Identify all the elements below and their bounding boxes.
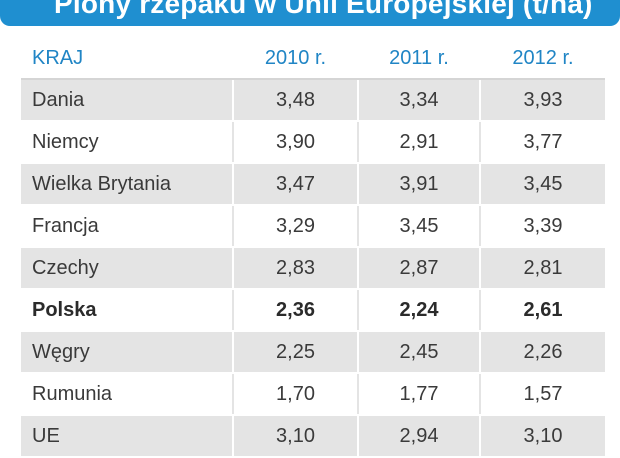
table-row-rumunia: Rumunia 1,70 1,77 1,57 bbox=[21, 373, 605, 416]
yield-cell-2011: 2,87 bbox=[358, 247, 481, 290]
table-row-czechy: Czechy 2,83 2,87 2,81 bbox=[21, 247, 605, 290]
yield-cell-2012: 2,61 bbox=[480, 289, 605, 332]
yield-cell-2012: 3,77 bbox=[480, 121, 605, 164]
yield-cell-2012: 3,93 bbox=[480, 79, 605, 122]
country-cell: Wielka Brytania bbox=[21, 163, 234, 206]
yield-cell-2010: 3,48 bbox=[233, 79, 359, 122]
table-row-ue: UE 3,10 2,94 3,10 bbox=[21, 415, 605, 458]
country-cell: Francja bbox=[21, 205, 234, 248]
yield-cell-2010: 3,90 bbox=[233, 121, 359, 164]
table-row-wegry: Węgry 2,25 2,45 2,26 bbox=[21, 331, 605, 374]
yield-cell-2011: 2,91 bbox=[358, 121, 481, 164]
yield-cell-2012: 1,57 bbox=[480, 373, 605, 416]
yield-cell-2010: 2,83 bbox=[233, 247, 359, 290]
yield-table: KRAJ 2010 r. 2011 r. 2012 r. Dania 3,48 3,… bbox=[21, 38, 605, 458]
yield-cell-2011: 1,77 bbox=[358, 373, 481, 416]
country-cell: Czechy bbox=[21, 247, 234, 290]
header-2012: 2012 r. bbox=[480, 38, 605, 80]
title-bar: Plony rzepaku w Unii Europejskiej (t/ha) bbox=[0, 0, 620, 26]
yield-cell-2011: 3,34 bbox=[358, 79, 481, 122]
yield-cell-2010: 3,10 bbox=[233, 415, 359, 458]
yield-cell-2012: 3,39 bbox=[480, 205, 605, 248]
header-2010: 2010 r. bbox=[233, 38, 359, 80]
yield-cell-2011: 3,45 bbox=[358, 205, 481, 248]
table-row-francja: Francja 3,29 3,45 3,39 bbox=[21, 205, 605, 248]
yield-cell-2010: 2,25 bbox=[233, 331, 359, 374]
yield-cell-2012: 3,10 bbox=[480, 415, 605, 458]
table-row-wielka-brytania: Wielka Brytania 3,47 3,91 3,45 bbox=[21, 163, 605, 206]
yield-cell-2010: 3,29 bbox=[233, 205, 359, 248]
yield-cell-2012: 2,81 bbox=[480, 247, 605, 290]
yield-cell-2012: 2,26 bbox=[480, 331, 605, 374]
yield-cell-2012: 3,45 bbox=[480, 163, 605, 206]
header-country: KRAJ bbox=[21, 38, 234, 80]
country-cell: Niemcy bbox=[21, 121, 234, 164]
table-row-polska: Polska 2,36 2,24 2,61 bbox=[21, 289, 605, 332]
table-row-dania: Dania 3,48 3,34 3,93 bbox=[21, 79, 605, 122]
country-cell: Rumunia bbox=[21, 373, 234, 416]
country-cell: Polska bbox=[21, 289, 234, 332]
yield-cell-2011: 2,94 bbox=[358, 415, 481, 458]
yield-cell-2011: 2,24 bbox=[358, 289, 481, 332]
yield-cell-2011: 2,45 bbox=[358, 331, 481, 374]
yield-cell-2010: 1,70 bbox=[233, 373, 359, 416]
table-body: Dania 3,48 3,34 3,93 Niemcy 3,90 2,91 3,77 Wielk… bbox=[21, 79, 605, 458]
yield-cell-2010: 3,47 bbox=[233, 163, 359, 206]
country-cell: Dania bbox=[21, 79, 234, 122]
table-title: Plony rzepaku w Unii Europejskiej (t/ha) bbox=[54, 0, 593, 19]
table-header-row: KRAJ 2010 r. 2011 r. 2012 r. bbox=[21, 38, 605, 80]
country-cell: Węgry bbox=[21, 331, 234, 374]
country-cell: UE bbox=[21, 415, 234, 458]
header-2011: 2011 r. bbox=[358, 38, 481, 80]
table-row-niemcy: Niemcy 3,90 2,91 3,77 bbox=[21, 121, 605, 164]
yield-cell-2011: 3,91 bbox=[358, 163, 481, 206]
yield-cell-2010: 2,36 bbox=[233, 289, 359, 332]
